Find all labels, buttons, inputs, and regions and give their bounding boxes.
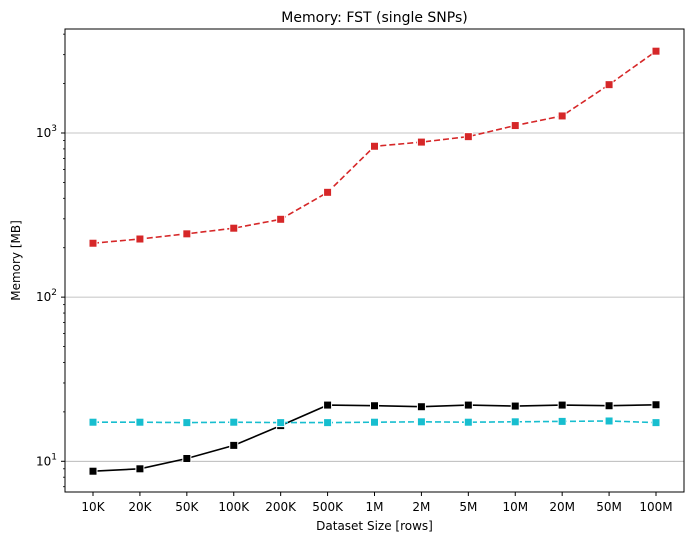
x-tick-label: 20K [128, 500, 152, 514]
series-2-point-11 [604, 416, 614, 426]
y-tick-label: 103 [36, 124, 57, 140]
series-0-point-6 [370, 141, 379, 151]
series-1-point-2 [182, 453, 192, 463]
chart-title: Memory: FST (single SNPs) [281, 10, 467, 26]
series-0-point-11 [604, 80, 614, 90]
x-tick-label: 10K [81, 500, 105, 514]
series-2-point-7 [416, 417, 426, 427]
series-2-point-8 [463, 417, 473, 427]
series-1-point-8 [463, 400, 473, 410]
y-axis-label: Memory [MB] [9, 220, 23, 301]
series-0-point-1 [135, 234, 145, 244]
series-2-point-3 [229, 417, 239, 427]
series-1-point-11 [604, 401, 614, 411]
series-0-point-4 [276, 214, 286, 224]
x-tick-label: 20M [549, 500, 575, 514]
series-2-point-4 [276, 418, 286, 428]
y-axis: 101 102 103 [36, 33, 65, 488]
series-1-point-9 [510, 401, 520, 411]
series-2-point-9 [510, 417, 520, 427]
series-1-point-5 [323, 400, 333, 410]
x-tick-label: 50K [175, 500, 199, 514]
x-tick-label: 10M [502, 500, 528, 514]
x-axis: 10K 20K 50K 100K 200K 500K 1M 2M 5M 10M 20M 50M 100M [81, 492, 673, 514]
series-2-point-0 [88, 417, 98, 427]
x-tick-label: 100K [218, 500, 250, 514]
series-2-point-2 [182, 418, 192, 428]
series-0-point-5 [323, 187, 333, 197]
x-tick-label: 200K [265, 500, 297, 514]
series-1-point-0 [88, 466, 98, 476]
series-2-point-5 [323, 418, 333, 428]
series-2-point-6 [370, 417, 379, 427]
x-tick-label: 50M [596, 500, 622, 514]
series-1-point-10 [557, 400, 567, 410]
y-tick-label: 102 [36, 288, 57, 304]
x-tick-label: 100M [639, 500, 672, 514]
series-0-point-8 [463, 132, 473, 142]
series-0-point-0 [88, 238, 98, 248]
series-layer [88, 46, 661, 476]
series-1-point-7 [416, 402, 426, 412]
gridlines [65, 132, 684, 462]
series-1-point-6 [370, 401, 379, 411]
series-0-point-7 [416, 137, 426, 147]
series-1-point-3 [229, 440, 239, 450]
series-0-point-3 [229, 223, 239, 233]
x-tick-label: 5M [459, 500, 477, 514]
y-tick-label: 101 [36, 452, 57, 468]
series-0-point-12 [651, 46, 661, 56]
series-0-point-10 [557, 111, 567, 121]
x-tick-label: 1M [366, 500, 384, 514]
x-tick-label: 500K [312, 500, 344, 514]
series-0-point-2 [182, 229, 192, 239]
series-1-point-12 [651, 400, 661, 410]
series-2-point-1 [135, 417, 145, 427]
x-tick-label: 2M [412, 500, 430, 514]
x-axis-label: Dataset Size [rows] [316, 519, 433, 533]
series-2-point-12 [651, 418, 661, 428]
series-1-point-1 [135, 464, 145, 474]
series-0-point-9 [510, 121, 520, 131]
series-2-point-10 [557, 416, 567, 426]
